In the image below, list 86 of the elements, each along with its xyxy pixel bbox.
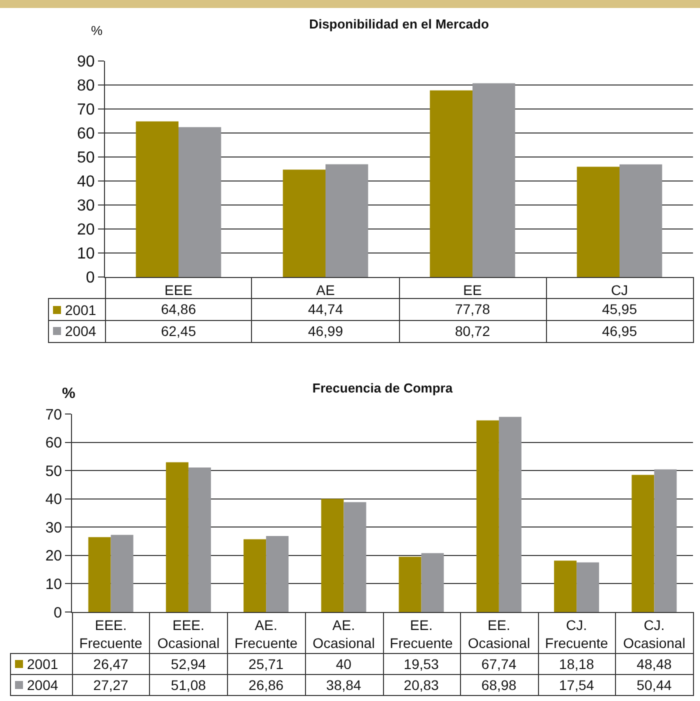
y-tick-label: 20 [45,548,62,565]
legend-label: 2004 [65,323,96,339]
bar [632,474,654,612]
x-tick-label: AE. Ocasional [312,616,375,651]
x-tick-label: EE [463,282,482,298]
bar [188,468,211,612]
data-label: 67,74 [481,656,516,672]
data-label: 18,18 [559,656,594,672]
data-label: 50,44 [636,676,672,692]
bar [554,560,577,612]
x-tick-label: AE. Frecuente [234,616,298,651]
x-tick-label: EEE. Frecuente [79,616,143,651]
data-label: 48,48 [636,656,672,672]
data-label: 20,83 [404,676,439,692]
y-axis-title: % [62,385,76,402]
chart-title: Disponibilidad en el Mercado [309,16,489,32]
bar [321,498,344,612]
y-tick-label: 50 [77,150,95,167]
data-label: 52,94 [170,656,206,672]
x-tick-label: EEE. Ocasional [157,616,220,651]
bar [88,537,111,612]
bar [136,121,178,277]
y-tick-label: 90 [77,54,95,71]
y-tick-label: 40 [45,491,62,508]
bar [476,420,499,612]
data-label: 27,27 [93,676,128,692]
bar [110,534,134,612]
y-tick-label: 70 [77,102,95,119]
bar [576,166,620,277]
data-label: 80,72 [454,323,490,339]
x-tick-label: CJ. Frecuente [545,616,608,651]
x-tick-label: EE. Frecuente [390,616,454,651]
y-tick-label: 60 [45,434,62,452]
data-label: 62,45 [160,323,196,339]
bar [244,539,266,612]
data-label: 19,53 [404,656,439,672]
data-label: 46,95 [602,323,638,339]
data-label: 45,95 [602,301,638,317]
bar [472,83,516,277]
data-label: 25,71 [248,656,284,672]
bar [166,462,188,612]
bar [398,556,422,612]
data-label: 40 [336,656,352,672]
y-tick-label: 0 [86,270,95,287]
bar [654,469,677,612]
x-tick-label: CJ. Ocasional [623,616,686,651]
x-tick-label: EEE [164,282,193,298]
data-label: 64,86 [160,301,196,317]
x-tick-label: CJ [610,282,628,298]
data-label: 26,86 [248,676,284,692]
y-tick-label: 10 [77,246,95,263]
y-tick-label: 40 [77,174,95,191]
data-label: 68,98 [481,676,516,692]
x-tick-label: EE. Ocasional [468,616,530,651]
data-label: 38,84 [326,676,362,692]
legend-label: 2001 [27,656,58,672]
y-tick-label: 70 [45,406,62,424]
y-tick-label: 30 [45,519,62,536]
y-tick-label: 30 [77,198,95,215]
legend-label: 2001 [65,302,96,318]
bar [282,170,326,277]
y-tick-label: 60 [77,126,95,143]
bar [266,536,289,612]
data-label: 46,99 [308,323,344,339]
chart-title: Frecuencia de Compra [312,380,454,396]
y-tick-label: 80 [77,78,95,95]
data-label: 26,47 [93,656,128,672]
data-label: 77,78 [454,301,490,317]
x-tick-label: AE [316,282,335,298]
y-tick-label: 50 [45,462,62,480]
bar [620,164,662,277]
bar [344,502,366,612]
y-tick-label: 10 [45,576,62,593]
data-label: 44,74 [308,301,344,317]
y-tick-label: 0 [54,604,62,622]
legend-label: 2004 [27,676,58,692]
data-label: 51,08 [170,676,206,692]
bar [498,416,522,612]
y-axis-title: % [91,23,103,38]
bar [576,562,600,612]
bar [326,164,368,277]
bar [430,90,472,277]
data-label: 17,54 [559,676,594,692]
bar [178,127,222,277]
bar [421,553,444,612]
y-tick-label: 20 [77,222,95,239]
